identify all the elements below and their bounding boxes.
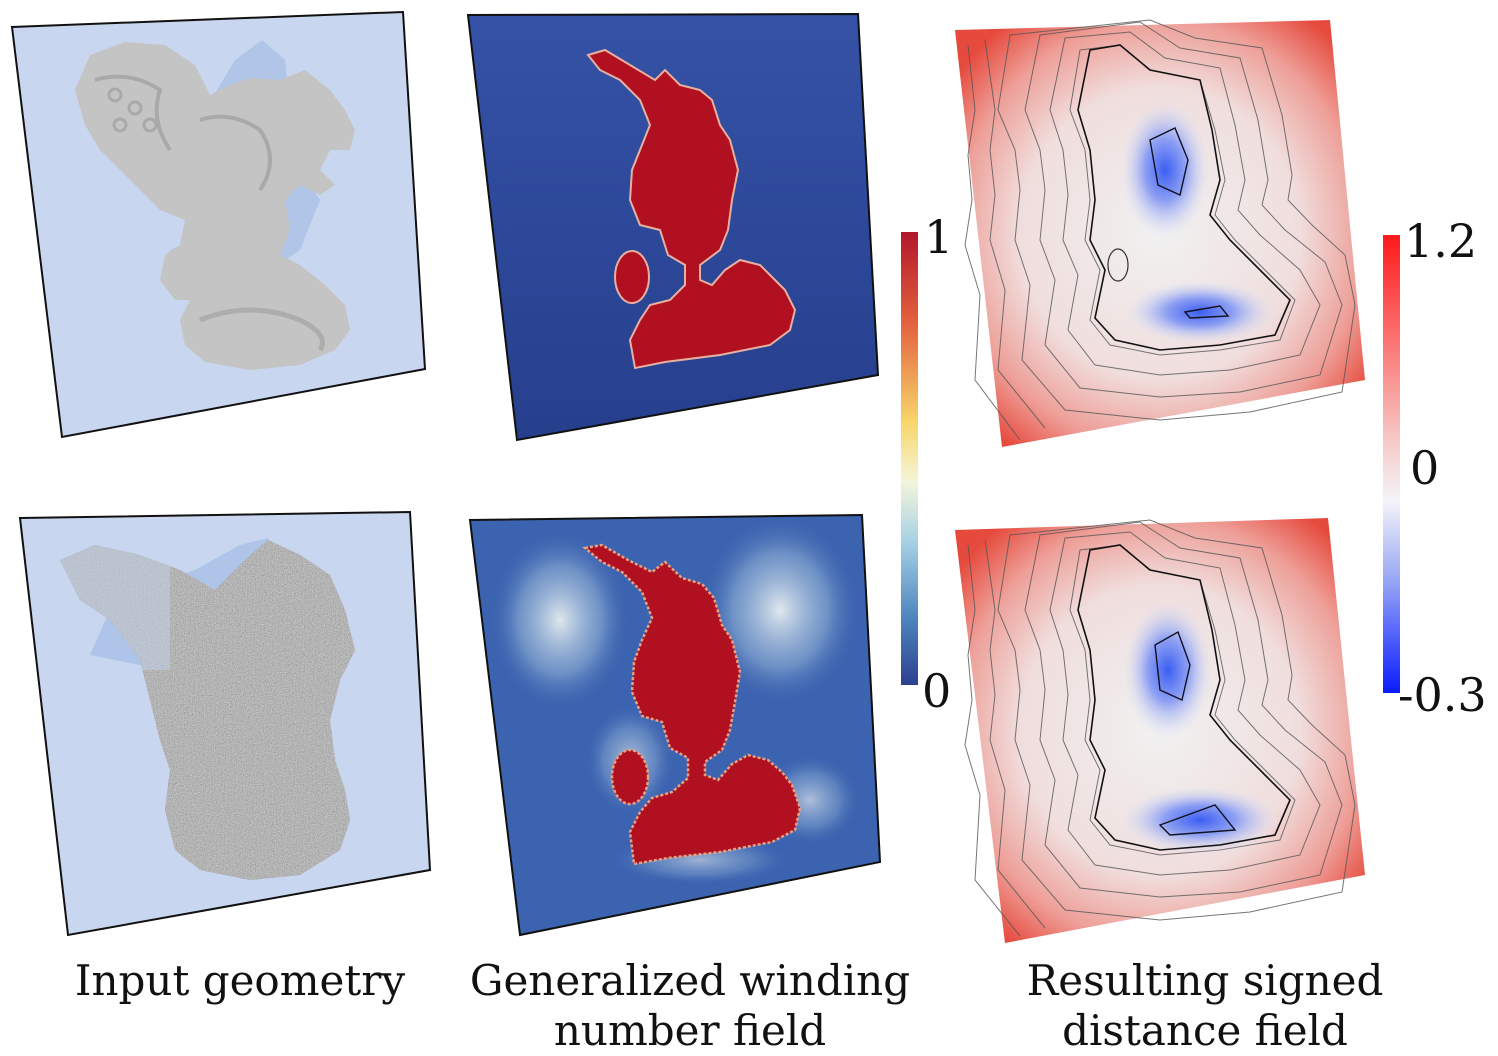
panel-input-pointcloud xyxy=(18,510,432,937)
caption-sdf-line2: distance field xyxy=(1062,1006,1348,1055)
panel-winding-mesh xyxy=(466,12,880,442)
caption-winding-line2: number field xyxy=(553,1006,827,1055)
caption-signed-distance-field: Resulting signed distance field xyxy=(990,956,1420,1056)
winding-inside-region-2 xyxy=(582,543,802,866)
winding-inside-blob xyxy=(614,250,650,304)
sdf-colorbar-max-label: 1.2 xyxy=(1404,214,1478,268)
caption-sdf-line1: Resulting signed xyxy=(1026,956,1384,1005)
sdf-colorbar xyxy=(1383,235,1400,693)
winding-colorbar xyxy=(901,232,918,685)
sdf-negative-region-upper-2 xyxy=(1123,600,1213,740)
winding-inside-blob-2 xyxy=(610,748,650,806)
winding-colorbar-max-label: 1 xyxy=(924,210,954,264)
winding-inside-region xyxy=(586,48,797,370)
sdf-colorbar-min-label: -0.3 xyxy=(1398,668,1487,722)
winding-colorbar-min-label: 0 xyxy=(922,664,952,718)
caption-input-geometry: Input geometry xyxy=(74,956,406,1005)
caption-winding-field: Generalized winding number field xyxy=(460,956,920,1056)
panel-input-mesh xyxy=(10,10,427,439)
sdf-negative-region-upper xyxy=(1120,100,1210,240)
panel-winding-pointcloud xyxy=(468,513,882,937)
sdf-negative-region-lower-2 xyxy=(1120,786,1280,854)
sdf-negative-region-lower xyxy=(1125,280,1275,344)
panel-sdf-pointcloud xyxy=(955,518,1365,943)
panel-sdf-mesh xyxy=(955,19,1365,447)
caption-winding-line1: Generalized winding xyxy=(469,956,911,1005)
sdf-colorbar-mid-label: 0 xyxy=(1410,441,1440,495)
